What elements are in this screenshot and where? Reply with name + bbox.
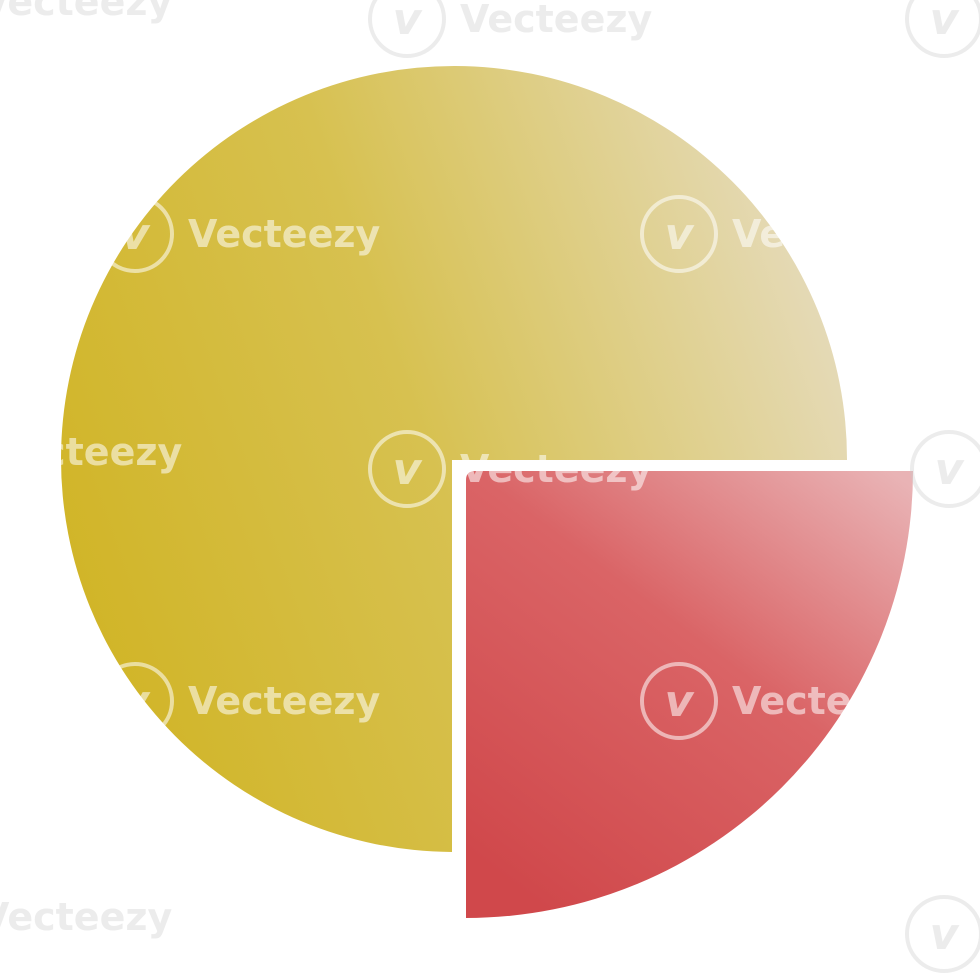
pie-slice-minor <box>466 471 913 918</box>
pie-slice-major <box>61 66 848 852</box>
